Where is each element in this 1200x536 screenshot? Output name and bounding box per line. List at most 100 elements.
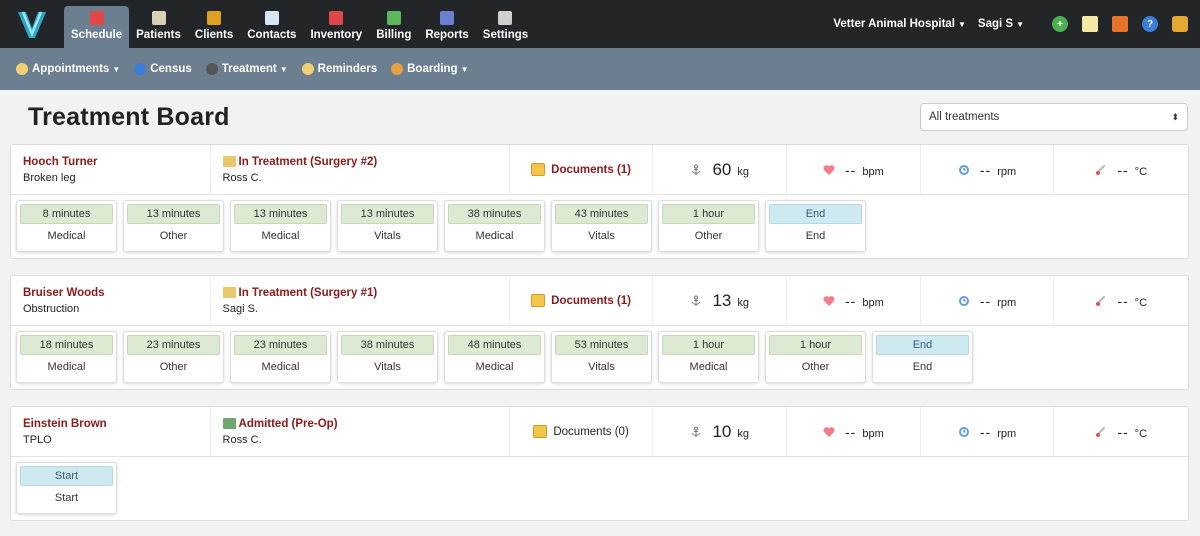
step-time: 48 minutes (448, 335, 541, 355)
temperature-unit: °C (1134, 296, 1148, 309)
step-label: Medical (689, 361, 728, 373)
nav-clients[interactable]: Clients (188, 0, 240, 48)
treatment-step[interactable]: Start Start (16, 462, 117, 514)
patient-info: Hooch Turner Broken leg (11, 145, 211, 194)
step-time: 1 hour (769, 335, 862, 355)
treatment-steps: Start Start (11, 457, 1188, 520)
select-arrows-icon: ⬍ (1171, 111, 1179, 122)
heart-icon (823, 164, 835, 175)
stethoscope-icon (205, 63, 218, 75)
heart-rate-cell[interactable]: -- bpm (787, 407, 921, 456)
documents-label: Documents (1) (551, 294, 632, 307)
treatment-step[interactable]: 18 minutes Medical (16, 331, 117, 383)
lock-icon[interactable] (1172, 16, 1188, 32)
treatment-steps: 8 minutes Medical 13 minutes Other 13 mi… (11, 195, 1188, 258)
heart-rate-cell[interactable]: -- bpm (787, 276, 921, 325)
heart-icon (823, 295, 835, 306)
patient-name[interactable]: Bruiser Woods (23, 286, 105, 299)
patient-name[interactable]: Einstein Brown (23, 417, 107, 430)
treatment-step[interactable]: 1 hour Other (765, 331, 866, 383)
nav-billing[interactable]: Billing (369, 0, 418, 48)
treatment-step[interactable]: End End (765, 200, 866, 252)
treatment-step[interactable]: 13 minutes Medical (230, 200, 331, 252)
weight-unit: kg (737, 427, 749, 440)
treatment-step[interactable]: 13 minutes Other (123, 200, 224, 252)
top-navbar: Schedule Patients Clients Contacts Inventory… (0, 0, 1200, 48)
subnav-census[interactable]: Census (134, 63, 192, 75)
treatment-filter-select[interactable]: All treatments ⬍ (920, 103, 1188, 131)
temperature-cell[interactable]: -- °C (1054, 276, 1188, 325)
temperature-unit: °C (1134, 165, 1148, 178)
app-logo[interactable] (0, 0, 64, 48)
subnav-boarding[interactable]: Boarding ▼ (391, 63, 469, 75)
step-label: Medical (475, 230, 514, 242)
megaphone-icon[interactable] (1112, 16, 1128, 32)
nav-settings[interactable]: Settings (476, 0, 535, 48)
hospital-selector[interactable]: Vetter Animal Hospital ▼ (833, 18, 966, 30)
sub-navbar: Appointments ▼ Census Treatment ▼ Reminders Bo… (0, 48, 1200, 90)
step-label: Vitals (374, 230, 401, 242)
weight-unit: kg (737, 165, 749, 178)
documents-link[interactable]: Documents (0) (533, 425, 629, 438)
step-label: Medical (261, 361, 300, 373)
heart-icon (823, 426, 835, 437)
treatment-step[interactable]: 13 minutes Vitals (337, 200, 438, 252)
step-time: 23 minutes (127, 335, 220, 355)
heart-rate-unit: bpm (862, 296, 884, 309)
treatment-step[interactable]: 48 minutes Medical (444, 331, 545, 383)
treatment-step[interactable]: 38 minutes Vitals (337, 331, 438, 383)
respiration-cell[interactable]: -- rpm (921, 276, 1055, 325)
nav-inventory[interactable]: Inventory (303, 0, 369, 48)
nav-label: Billing (376, 29, 412, 41)
treatment-step[interactable]: 38 minutes Medical (444, 200, 545, 252)
status-link[interactable]: In Treatment (Surgery #2) (222, 156, 377, 168)
step-label: Vitals (374, 361, 401, 373)
step-time: 18 minutes (20, 335, 113, 355)
note-icon[interactable] (1082, 16, 1098, 32)
documents-link[interactable]: Documents (1) (531, 163, 631, 176)
subnav-reminders[interactable]: Reminders (301, 63, 377, 75)
clipboard-icon (222, 156, 236, 167)
documents-link[interactable]: Documents (1) (531, 294, 631, 307)
treatment-step[interactable]: End End (872, 331, 973, 383)
status-link[interactable]: Admitted (Pre-Op) (222, 418, 338, 430)
nav-patients[interactable]: Patients (129, 0, 188, 48)
weight-cell[interactable]: 13 kg (653, 276, 788, 325)
step-time: 1 hour (662, 204, 755, 224)
subnav-treatment[interactable]: Treatment ▼ (205, 63, 288, 75)
respiration-cell[interactable]: -- rpm (921, 145, 1055, 194)
treatment-step[interactable]: 1 hour Other (658, 200, 759, 252)
folder-icon (531, 294, 546, 307)
nav-schedule[interactable]: Schedule (64, 6, 130, 48)
nav-reports[interactable]: Reports (418, 0, 475, 48)
nav-contacts[interactable]: Contacts (240, 0, 303, 48)
temperature-cell[interactable]: -- °C (1054, 407, 1188, 456)
treatment-step[interactable]: 53 minutes Vitals (551, 331, 652, 383)
documents-label: Documents (1) (551, 163, 632, 176)
user-menu[interactable]: Sagi S ▼ (977, 18, 1024, 30)
step-time: End (769, 204, 862, 224)
respiration-cell[interactable]: -- rpm (921, 407, 1055, 456)
temperature-cell[interactable]: -- °C (1054, 145, 1188, 194)
thermometer-icon (1096, 164, 1106, 175)
patient-card: Einstein Brown TPLO Admitted (Pre-Op) Ro… (10, 406, 1189, 521)
chart-icon (440, 11, 455, 25)
add-icon[interactable]: + (1052, 16, 1068, 32)
subnav-appointments[interactable]: Appointments ▼ (16, 63, 120, 75)
heart-rate-cell[interactable]: -- bpm (787, 145, 921, 194)
help-icon[interactable]: ? (1142, 16, 1158, 32)
patient-name[interactable]: Hooch Turner (23, 155, 98, 168)
treatment-step[interactable]: 8 minutes Medical (16, 200, 117, 252)
nav-label: Schedule (71, 29, 123, 41)
treatment-step[interactable]: 1 hour Medical (658, 331, 759, 383)
treatment-step[interactable]: 43 minutes Vitals (551, 200, 652, 252)
treatment-step[interactable]: 23 minutes Medical (230, 331, 331, 383)
temperature-value: -- (1117, 292, 1129, 309)
treatment-step[interactable]: 23 minutes Other (123, 331, 224, 383)
status-link[interactable]: In Treatment (Surgery #1) (222, 287, 377, 299)
documents-cell: Documents (1) (510, 276, 654, 325)
weight-cell[interactable]: 60 kg (653, 145, 788, 194)
weight-cell[interactable]: 10 kg (653, 407, 788, 456)
step-label: Other (694, 230, 723, 242)
temperature-value: -- (1117, 161, 1129, 178)
